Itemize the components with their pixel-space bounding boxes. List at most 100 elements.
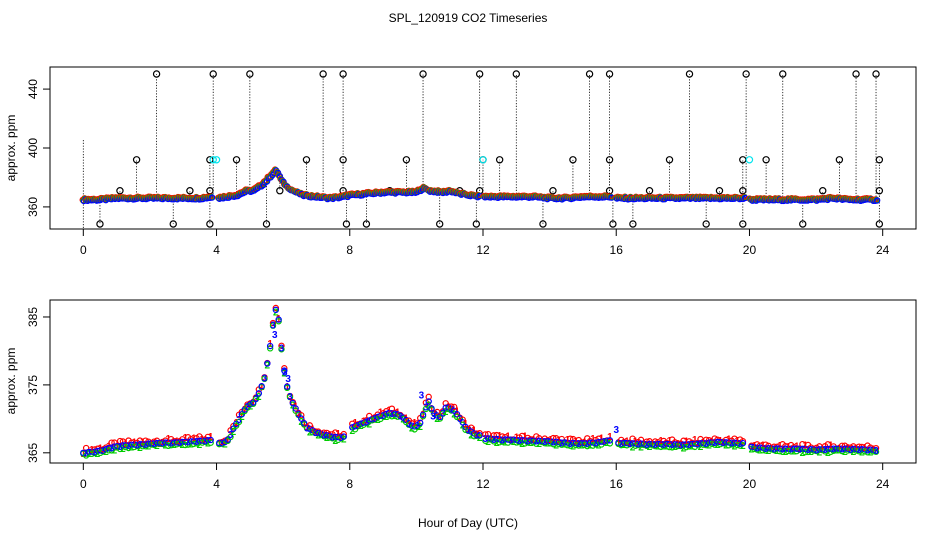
panel-top-frame xyxy=(49,66,917,230)
bottom-series1-point xyxy=(476,430,483,437)
bottom-series3-point xyxy=(283,383,291,390)
bottom-series1-label: 1 xyxy=(106,442,112,453)
bottom-series3-point xyxy=(289,399,297,407)
bottom-series2-point xyxy=(266,345,274,352)
bottom-series2-point xyxy=(269,322,277,329)
bottom-series2-label: 2 xyxy=(740,441,746,452)
bottom-series3-point xyxy=(258,383,265,390)
top-spike-mid xyxy=(232,156,241,164)
bottom-series3-label: 3 xyxy=(219,439,225,450)
bottom-series1-label: 1 xyxy=(420,410,426,421)
bottom-series1-point xyxy=(450,403,458,411)
bottom-series2-point xyxy=(385,412,393,419)
top-ytick-label: 400 xyxy=(26,138,40,158)
top-spike-low xyxy=(739,187,747,195)
bottom-series2-point xyxy=(572,441,580,449)
chart-title: SPL_120919 CO2 Timeseries xyxy=(389,11,548,25)
bottom-series2-label: 2 xyxy=(197,440,203,451)
bottom-series2-label: 2 xyxy=(766,446,772,457)
bottom-series1-point xyxy=(116,437,124,445)
bottom-series3-label: 3 xyxy=(423,402,429,413)
bottom-series1-label: 1 xyxy=(301,418,307,429)
bottom-series3-point xyxy=(111,443,118,450)
bottom-series2-point xyxy=(182,441,189,449)
bottom-series2-point xyxy=(521,440,529,447)
top-ytick-label: 360 xyxy=(26,197,40,217)
bottom-series3-label: 3 xyxy=(245,402,251,413)
bottom-series1-point xyxy=(459,416,466,423)
bottom-series2-label: 2 xyxy=(426,401,432,412)
bottom-series3-label: 3 xyxy=(415,421,421,432)
bottom-series1-label: 1 xyxy=(429,404,435,415)
top-spike-mid xyxy=(402,156,411,164)
top-spike-bottom xyxy=(875,220,884,228)
bottom-series2-label: 2 xyxy=(154,441,160,452)
bottom-series3-point xyxy=(402,416,410,424)
bottom-xtick-label: 24 xyxy=(876,477,890,491)
top-spike-low xyxy=(819,187,827,195)
bottom-series3-point xyxy=(428,405,435,412)
top-spike-high xyxy=(872,70,880,78)
bottom-series3-point xyxy=(266,342,274,350)
bottom-series2-point xyxy=(278,346,285,353)
bottom-series3-label: 3 xyxy=(381,411,387,422)
bottom-series2-point xyxy=(190,440,197,448)
top-spike-bottom xyxy=(96,220,104,228)
bottom-series2-point xyxy=(105,447,112,454)
bottom-series1-label: 1 xyxy=(785,442,791,453)
bottom-series2-label: 2 xyxy=(485,437,491,448)
bottom-series3-label: 3 xyxy=(262,374,268,385)
bottom-series2-point xyxy=(734,441,741,449)
bottom-series2-point xyxy=(165,442,172,450)
top-spike-low xyxy=(645,187,654,195)
bottom-series2-point xyxy=(555,440,563,448)
top-spike-mid xyxy=(665,156,674,164)
top-spike-low xyxy=(549,187,557,195)
top-point-cyan xyxy=(479,156,487,164)
bottom-series1-label: 1 xyxy=(386,406,392,417)
bottom-series2-point xyxy=(606,440,614,447)
bottom-series2-label: 2 xyxy=(417,422,423,433)
top-spike-high xyxy=(685,70,694,78)
bottom-series2-label: 2 xyxy=(698,442,704,453)
bottom-series1-point xyxy=(448,403,455,410)
bottom-series3-point xyxy=(275,316,282,323)
bottom-series2-label: 2 xyxy=(120,444,126,455)
top-spike-bottom xyxy=(342,220,351,228)
top-spike-high xyxy=(512,70,521,78)
bottom-series2-label: 2 xyxy=(842,447,848,458)
bottom-series2-point xyxy=(683,443,690,451)
panel-bottom-y-axis: 365 375 385 xyxy=(26,307,50,463)
top-spike-high xyxy=(605,70,614,78)
top-spike-mid xyxy=(339,156,347,164)
panel-bottom-ylabel: approx. ppm xyxy=(4,348,18,415)
bottom-series2-label: 2 xyxy=(112,445,118,456)
top-spike-bottom xyxy=(169,220,177,228)
bottom-series2-point xyxy=(261,375,268,383)
top-spike-bottom xyxy=(472,220,481,228)
bottom-series2-label: 2 xyxy=(383,412,389,423)
bottom-series2-point xyxy=(776,448,783,455)
top-spike-high xyxy=(779,70,787,78)
bottom-series1-point xyxy=(281,365,288,372)
top-spike-bottom xyxy=(629,220,637,228)
top-spike-high xyxy=(209,70,217,78)
bottom-series1-label: 1 xyxy=(140,437,146,448)
bottom-series1-label: 1 xyxy=(853,444,859,455)
top-spike-low xyxy=(276,187,284,195)
top-spike-mid xyxy=(569,156,577,164)
bottom-series2-point xyxy=(872,448,880,455)
bottom-series2-label: 2 xyxy=(349,426,355,437)
bottom-series3-label: 3 xyxy=(873,446,879,457)
bottom-series2-label: 2 xyxy=(706,441,712,452)
bottom-series1-point xyxy=(467,424,475,431)
top-xtick-label: 24 xyxy=(876,243,890,257)
top-spike-bottom xyxy=(362,220,371,228)
bottom-series2-label: 2 xyxy=(341,435,347,446)
bottom-series3-point xyxy=(292,405,299,412)
bottom-series3-label: 3 xyxy=(355,421,361,432)
bottom-series2-label: 2 xyxy=(239,412,245,423)
bottom-series3-label: 3 xyxy=(100,446,106,457)
bottom-series2-label: 2 xyxy=(146,441,152,452)
bottom-series3-point xyxy=(459,419,466,426)
